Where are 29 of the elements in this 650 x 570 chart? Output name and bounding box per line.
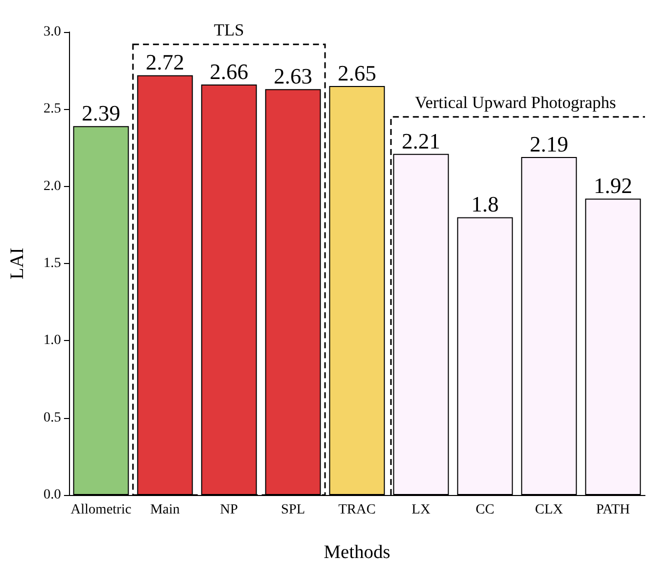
- y-tick-label: 0.5: [44, 410, 61, 426]
- data-label: 2.21: [402, 128, 440, 154]
- x-tick-label: Main: [150, 502, 180, 518]
- x-tick-label: NP: [220, 502, 238, 518]
- x-tick-label: TRAC: [338, 502, 376, 518]
- annotation: TLS: [214, 20, 244, 40]
- x-tick-label: PATH: [596, 502, 630, 518]
- data-label: 2.66: [210, 58, 248, 84]
- data-label: 2.65: [338, 60, 376, 86]
- y-axis-title: LAI: [7, 248, 28, 280]
- y-tick-label: 2.5: [44, 102, 61, 117]
- x-tick-label: LX: [412, 502, 430, 518]
- y-tick-label: 3.0: [44, 24, 61, 40]
- x-tick-label: Allometric: [70, 502, 132, 518]
- x-tick-label: CLX: [535, 502, 563, 518]
- data-label: 1.8: [471, 192, 499, 217]
- y-tick-label: 1.0: [44, 333, 61, 348]
- data-label: 2.63: [274, 64, 312, 89]
- data-label: 1.92: [594, 173, 632, 198]
- y-tick-label: 1.5: [44, 256, 61, 271]
- y-tick-label: 2.0: [44, 178, 61, 194]
- x-axis-title: Methods: [324, 542, 390, 563]
- x-tick-label: SPL: [280, 502, 306, 518]
- data-label: 2.72: [146, 50, 184, 75]
- annotation: Vertical Upward Photographs: [414, 92, 616, 112]
- data-label: 2.19: [530, 132, 568, 157]
- y-tick-label: 0.0: [44, 488, 61, 502]
- data-label: 2.39: [82, 100, 120, 126]
- x-tick-label: CC: [476, 502, 494, 518]
